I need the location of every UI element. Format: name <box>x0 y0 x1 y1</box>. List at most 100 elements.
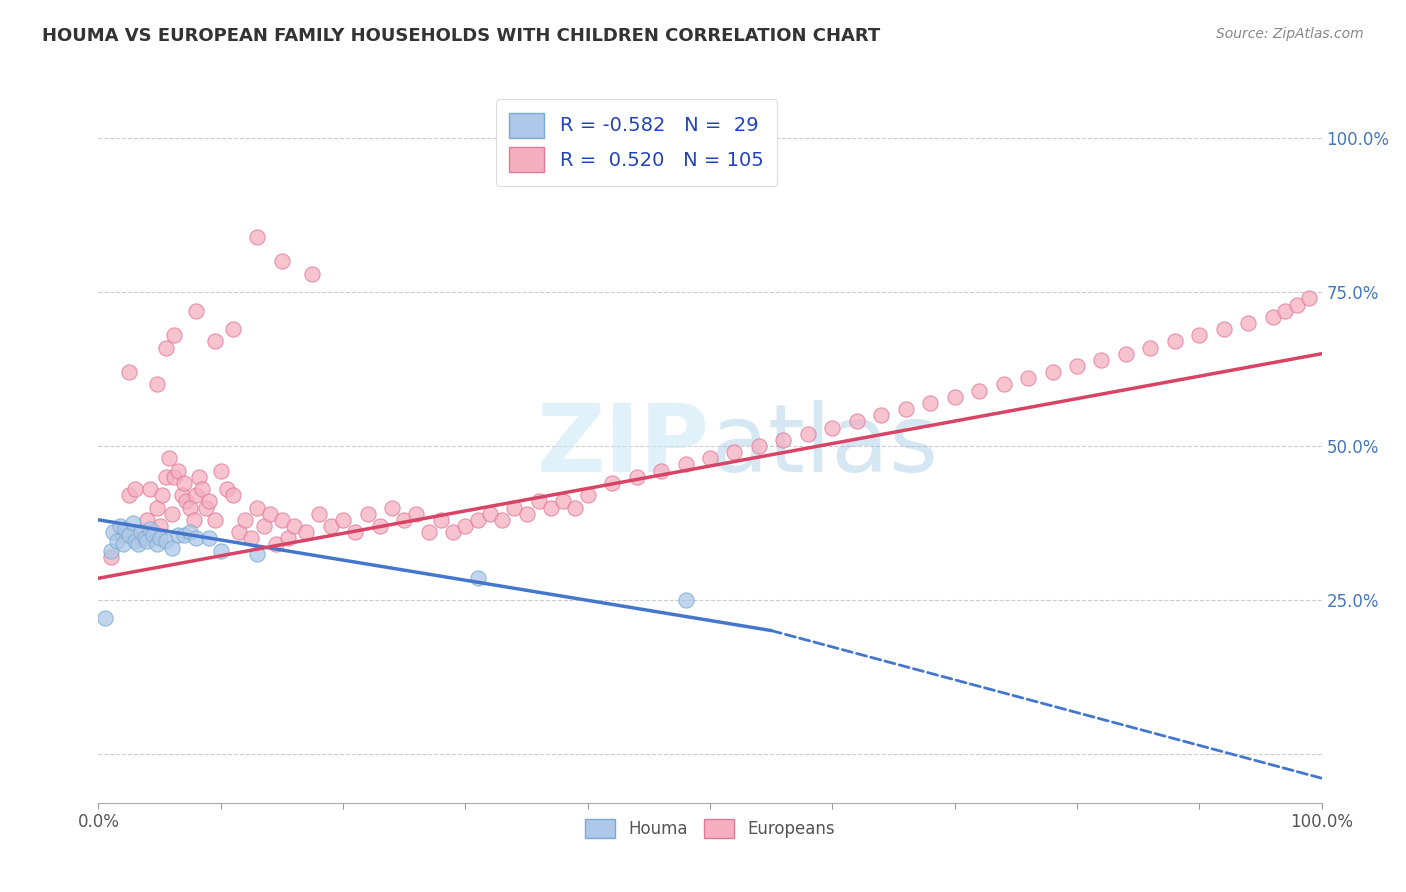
Point <box>467 571 489 585</box>
Point <box>179 525 201 540</box>
Point <box>368 519 391 533</box>
Point <box>1286 297 1309 311</box>
Point <box>100 549 122 564</box>
Text: Source: ZipAtlas.com: Source: ZipAtlas.com <box>1216 27 1364 41</box>
Point <box>186 488 208 502</box>
Point <box>600 475 623 490</box>
Point <box>392 513 416 527</box>
Point <box>540 500 562 515</box>
Point <box>308 507 330 521</box>
Point <box>111 537 134 551</box>
Point <box>821 420 844 434</box>
Point <box>454 519 477 533</box>
Text: ZIP: ZIP <box>537 400 710 492</box>
Point <box>163 328 186 343</box>
Point <box>105 534 128 549</box>
Point <box>150 488 173 502</box>
Point <box>259 507 281 521</box>
Point <box>246 230 269 244</box>
Point <box>1017 371 1039 385</box>
Point <box>1139 341 1161 355</box>
Point <box>1042 365 1064 379</box>
Point <box>564 500 586 515</box>
Point <box>142 528 165 542</box>
Point <box>246 500 269 515</box>
Point <box>149 531 172 545</box>
Point <box>252 519 274 533</box>
Point <box>186 531 208 545</box>
Text: atlas: atlas <box>710 400 938 492</box>
Point <box>160 541 183 555</box>
Point <box>183 513 205 527</box>
Point <box>118 488 141 502</box>
Point <box>167 528 190 542</box>
Point <box>1274 303 1296 318</box>
Point <box>146 537 169 551</box>
Point <box>197 531 219 545</box>
Point <box>118 528 141 542</box>
Point <box>418 525 440 540</box>
Point <box>209 464 232 478</box>
Point <box>344 525 367 540</box>
Point <box>295 525 318 540</box>
Point <box>197 494 219 508</box>
Point <box>157 451 180 466</box>
Point <box>772 433 794 447</box>
Point <box>1188 328 1211 343</box>
Point <box>967 384 990 398</box>
Point <box>467 513 489 527</box>
Point <box>179 500 201 515</box>
Point <box>626 469 648 483</box>
Point <box>920 396 942 410</box>
Text: HOUMA VS EUROPEAN FAMILY HOUSEHOLDS WITH CHILDREN CORRELATION CHART: HOUMA VS EUROPEAN FAMILY HOUSEHOLDS WITH… <box>42 27 880 45</box>
Point <box>515 507 537 521</box>
Point <box>118 365 141 379</box>
Point <box>129 531 152 545</box>
Point <box>319 519 342 533</box>
Point <box>114 522 136 536</box>
Point <box>173 475 195 490</box>
Point <box>270 254 294 268</box>
Point <box>870 409 893 423</box>
Point <box>491 513 513 527</box>
Point <box>101 525 124 540</box>
Point <box>405 507 427 521</box>
Point <box>356 507 378 521</box>
Point <box>170 488 193 502</box>
Point <box>142 525 165 540</box>
Point <box>246 547 269 561</box>
Point <box>191 482 214 496</box>
Point <box>270 513 294 527</box>
Point <box>264 537 287 551</box>
Point <box>1212 322 1234 336</box>
Point <box>527 494 550 508</box>
Point <box>186 303 208 318</box>
Point <box>139 482 162 496</box>
Point <box>845 414 868 428</box>
Point <box>167 464 190 478</box>
Point <box>233 513 256 527</box>
Point <box>1090 352 1112 367</box>
Point <box>209 543 232 558</box>
Point <box>155 341 177 355</box>
Point <box>723 445 745 459</box>
Point <box>699 451 721 466</box>
Point <box>111 528 134 542</box>
Point <box>332 513 354 527</box>
Point <box>1115 347 1137 361</box>
Point <box>1298 291 1320 305</box>
Point <box>93 611 115 625</box>
Point <box>136 534 159 549</box>
Point <box>993 377 1015 392</box>
Point <box>124 482 146 496</box>
Point <box>100 543 122 558</box>
Point <box>1164 334 1187 349</box>
Point <box>1237 316 1260 330</box>
Point <box>441 525 464 540</box>
Point <box>195 500 218 515</box>
Point <box>553 494 575 508</box>
Point <box>160 507 183 521</box>
Point <box>149 519 172 533</box>
Point <box>139 522 162 536</box>
Point <box>110 519 132 533</box>
